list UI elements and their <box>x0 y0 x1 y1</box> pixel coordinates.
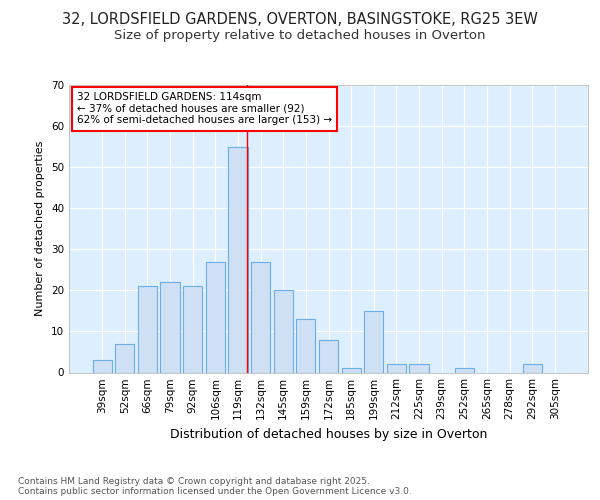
Bar <box>160 282 180 372</box>
Bar <box>319 340 338 372</box>
Bar <box>183 286 202 372</box>
Bar <box>364 311 383 372</box>
Bar <box>274 290 293 372</box>
Bar <box>206 262 225 372</box>
Bar <box>523 364 542 372</box>
Bar <box>387 364 406 372</box>
Text: Contains HM Land Registry data © Crown copyright and database right 2025.: Contains HM Land Registry data © Crown c… <box>18 477 370 486</box>
Text: 32 LORDSFIELD GARDENS: 114sqm
← 37% of detached houses are smaller (92)
62% of s: 32 LORDSFIELD GARDENS: 114sqm ← 37% of d… <box>77 92 332 126</box>
Text: Contains public sector information licensed under the Open Government Licence v3: Contains public sector information licen… <box>18 487 412 496</box>
Text: Size of property relative to detached houses in Overton: Size of property relative to detached ho… <box>114 29 486 42</box>
Text: 32, LORDSFIELD GARDENS, OVERTON, BASINGSTOKE, RG25 3EW: 32, LORDSFIELD GARDENS, OVERTON, BASINGS… <box>62 12 538 28</box>
Bar <box>115 344 134 372</box>
Bar <box>229 146 248 372</box>
Bar <box>409 364 428 372</box>
Bar <box>455 368 474 372</box>
Bar <box>296 319 316 372</box>
Bar <box>251 262 270 372</box>
X-axis label: Distribution of detached houses by size in Overton: Distribution of detached houses by size … <box>170 428 487 441</box>
Y-axis label: Number of detached properties: Number of detached properties <box>35 141 46 316</box>
Bar <box>138 286 157 372</box>
Bar <box>341 368 361 372</box>
Bar <box>92 360 112 372</box>
